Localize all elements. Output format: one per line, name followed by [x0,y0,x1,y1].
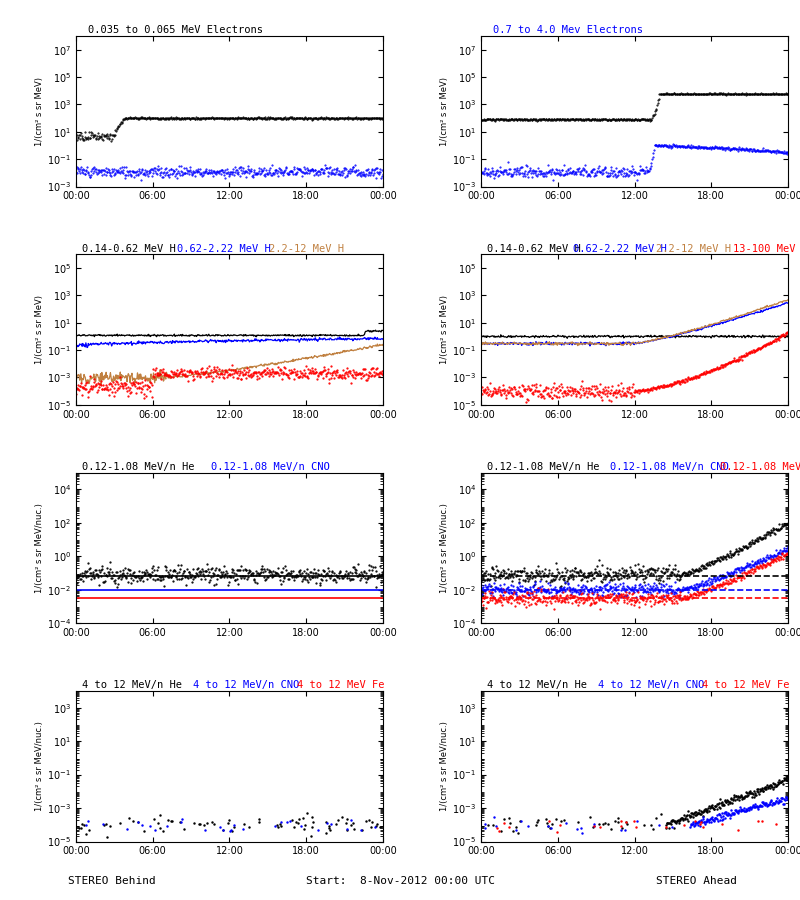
Text: Start:  8-Nov-2012 00:00 UTC: Start: 8-Nov-2012 00:00 UTC [306,876,494,886]
Text: 0.14-0.62 MeV H: 0.14-0.62 MeV H [487,244,581,254]
Text: 2.2-12 MeV H: 2.2-12 MeV H [270,244,344,254]
Text: 4 to 12 MeV/n CNO: 4 to 12 MeV/n CNO [193,680,299,690]
Text: 0.14-0.62 MeV H: 0.14-0.62 MeV H [82,244,176,254]
Y-axis label: 1/(cm² s sr MeV/nuc.): 1/(cm² s sr MeV/nuc.) [440,503,450,593]
Text: 0.12-1.08 MeV Fe: 0.12-1.08 MeV Fe [721,462,800,472]
Y-axis label: 1/(cm² s sr MeV/nuc.): 1/(cm² s sr MeV/nuc.) [35,721,44,811]
Text: 4 to 12 MeV/n He: 4 to 12 MeV/n He [82,680,182,690]
Y-axis label: 1/(cm² s sr MeV): 1/(cm² s sr MeV) [35,295,44,364]
Text: 4 to 12 MeV/n CNO: 4 to 12 MeV/n CNO [598,680,704,690]
Text: 4 to 12 MeV/n He: 4 to 12 MeV/n He [487,680,587,690]
Y-axis label: 1/(cm² s sr MeV): 1/(cm² s sr MeV) [35,76,44,146]
Text: 0.12-1.08 MeV/n He: 0.12-1.08 MeV/n He [487,462,600,472]
Text: 13-100 MeV H: 13-100 MeV H [733,244,800,254]
Y-axis label: 1/(cm² s sr MeV): 1/(cm² s sr MeV) [441,295,450,364]
Text: STEREO Behind: STEREO Behind [68,876,156,886]
Text: 0.12-1.08 MeV/n He: 0.12-1.08 MeV/n He [82,462,194,472]
Y-axis label: 1/(cm² s sr MeV): 1/(cm² s sr MeV) [441,76,450,146]
Y-axis label: 1/(cm² s sr MeV/nuc.): 1/(cm² s sr MeV/nuc.) [35,503,44,593]
Text: 0.62-2.22 MeV H: 0.62-2.22 MeV H [178,244,271,254]
Text: 0.7 to 4.0 Mev Electrons: 0.7 to 4.0 Mev Electrons [494,25,643,35]
Text: 0.12-1.08 MeV/n CNO: 0.12-1.08 MeV/n CNO [211,462,330,472]
Text: STEREO Ahead: STEREO Ahead [655,876,737,886]
Text: 0.035 to 0.065 MeV Electrons: 0.035 to 0.065 MeV Electrons [88,25,263,35]
Text: 0.12-1.08 MeV/n CNO: 0.12-1.08 MeV/n CNO [610,462,729,472]
Text: 4 to 12 MeV Fe: 4 to 12 MeV Fe [702,680,790,690]
Y-axis label: 1/(cm² s sr MeV/nuc.): 1/(cm² s sr MeV/nuc.) [441,721,450,811]
Text: 4 to 12 MeV Fe: 4 to 12 MeV Fe [297,680,385,690]
Text: 2.2-12 MeV H: 2.2-12 MeV H [656,244,731,254]
Text: 0.62-2.22 MeV H: 0.62-2.22 MeV H [573,244,667,254]
